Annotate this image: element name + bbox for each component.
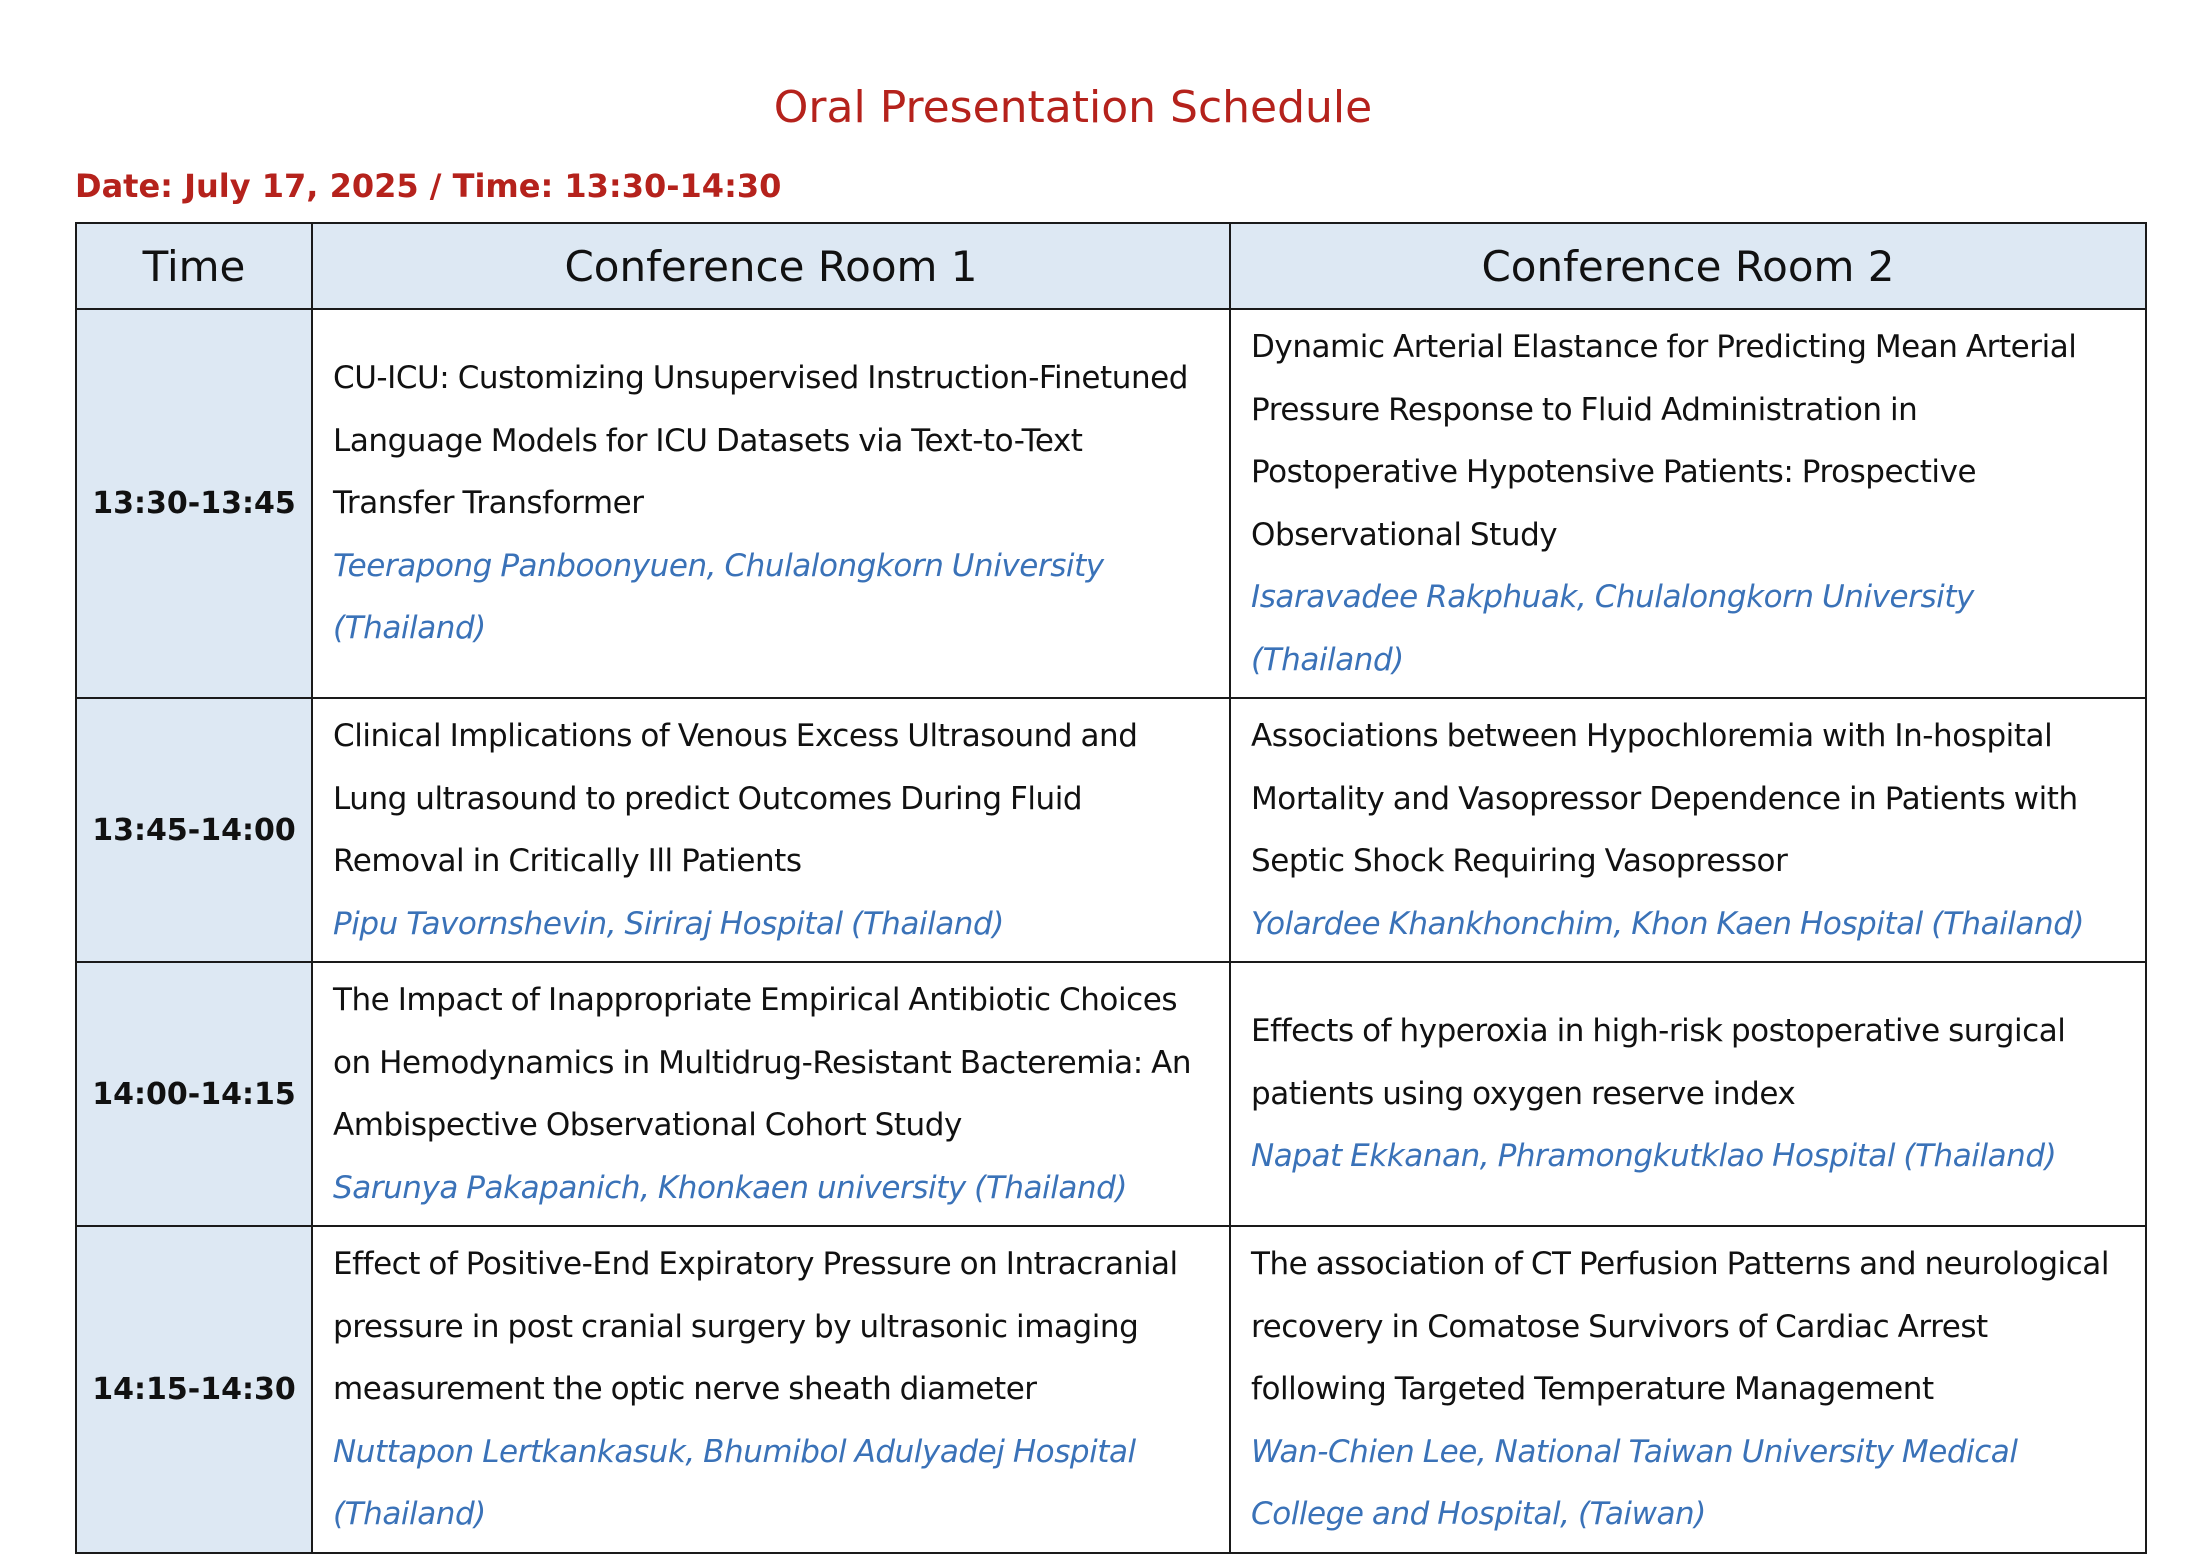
schedule-table: Time Conference Room 1 Conference Room 2… [75,222,2147,1554]
session-room-1: Clinical Implications of Venous Excess U… [311,697,1231,963]
session-title: Effect of Positive-End Expiratory Pressu… [333,1246,1178,1407]
time-slot: 14:00-14:15 [75,961,313,1227]
session-room-2: The association of CT Perfusion Patterns… [1229,1225,2147,1554]
session-author: Teerapong Panboonyuen, Chulalongkorn Uni… [333,547,1104,647]
session-author: Sarunya Pakapanich, Khonkaen university … [333,1169,1128,1206]
date-time-line: Date: July 17, 2025 / Time: 13:30-14:30 [75,167,782,205]
session-title: CU-ICU: Customizing Unsupervised Instruc… [333,360,1188,522]
header-room-1: Conference Room 1 [311,222,1231,310]
header-room-2: Conference Room 2 [1229,222,2147,310]
page-title: Oral Presentation Schedule [773,82,1373,133]
session-room-1: CU-ICU: Customizing Unsupervised Instruc… [311,308,1231,699]
table-row: 13:30-13:45 CU-ICU: Customizing Unsuperv… [75,308,2147,699]
session-title: The Impact of Inappropriate Empirical An… [333,982,1192,1143]
table-row: 14:00-14:15 The Impact of Inappropriate … [75,961,2147,1227]
session-author: Napat Ekkanan, Phramongkutklao Hospital … [1251,1138,2057,1175]
time-slot: 13:30-13:45 [75,308,313,699]
session-title: Effects of hyperoxia in high-risk postop… [1251,1013,2066,1112]
table-row: 14:15-14:30 Effect of Positive-End Expir… [75,1225,2147,1554]
time-slot: 13:45-14:00 [75,697,313,963]
session-room-1: Effect of Positive-End Expiratory Pressu… [311,1225,1231,1554]
session-room-2: Effects of hyperoxia in high-risk postop… [1229,961,2147,1227]
session-author: Yolardee Khankhonchim, Khon Kaen Hospita… [1251,905,2085,942]
header-time: Time [75,222,313,310]
session-author: Pipu Tavornshevin, Siriraj Hospital (Tha… [333,905,1004,942]
session-author: Isaravadee Rakphuak, Chulalongkorn Unive… [1251,579,1974,678]
session-room-2: Associations between Hypochloremia with … [1229,697,2147,963]
session-title: Associations between Hypochloremia with … [1251,718,2078,879]
header-row: Time Conference Room 1 Conference Room 2 [75,222,2147,310]
session-author: Wan-Chien Lee, National Taiwan Universit… [1251,1433,2018,1533]
session-title: The association of CT Perfusion Patterns… [1251,1246,2110,1407]
session-title: Dynamic Arterial Elastance for Predictin… [1251,329,2077,553]
session-room-2: Dynamic Arterial Elastance for Predictin… [1229,308,2147,699]
session-room-1: The Impact of Inappropriate Empirical An… [311,961,1231,1227]
time-slot: 14:15-14:30 [75,1225,313,1554]
session-author: Nuttapon Lertkankasuk, Bhumibol Adulyade… [333,1433,1136,1533]
session-title: Clinical Implications of Venous Excess U… [333,718,1138,879]
table-row: 13:45-14:00 Clinical Implications of Ven… [75,697,2147,963]
